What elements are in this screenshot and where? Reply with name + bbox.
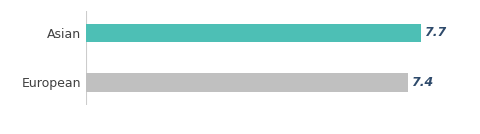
Bar xyxy=(86,24,421,42)
Text: 7.4: 7.4 xyxy=(411,76,433,89)
Text: 7.7: 7.7 xyxy=(424,26,446,39)
Bar xyxy=(86,73,408,92)
